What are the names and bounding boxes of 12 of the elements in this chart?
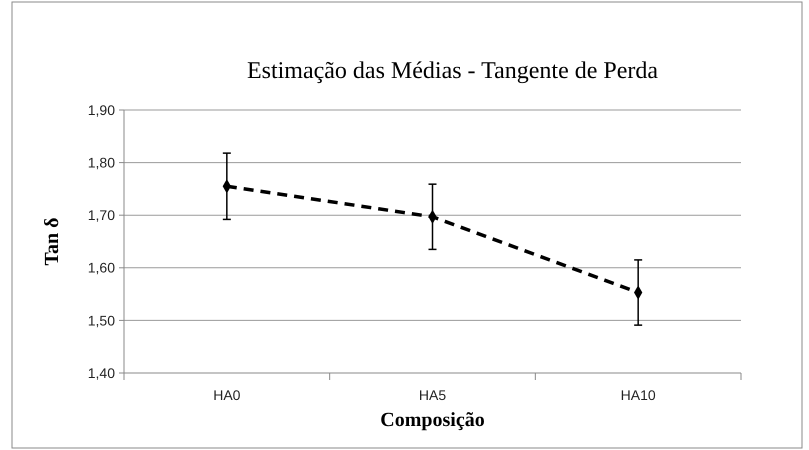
x-tick-label: HA0 <box>213 387 241 403</box>
y-tick-label: 1,90 <box>88 102 116 118</box>
chart-title: Estimação das Médias - Tangente de Perda <box>246 58 658 84</box>
y-tick-label: 1,80 <box>88 154 116 170</box>
y-tick-label: 1,40 <box>88 364 116 381</box>
y-tick-label: 1,70 <box>88 207 116 224</box>
x-tick-label: HA10 <box>620 387 656 403</box>
y-tick-label: 1,50 <box>88 312 116 328</box>
x-axis-title: Composição <box>380 409 485 431</box>
y-tick-label: 1,60 <box>88 260 116 276</box>
y-axis-title: Tan δ <box>41 217 63 266</box>
x-tick-label: HA5 <box>418 387 446 403</box>
